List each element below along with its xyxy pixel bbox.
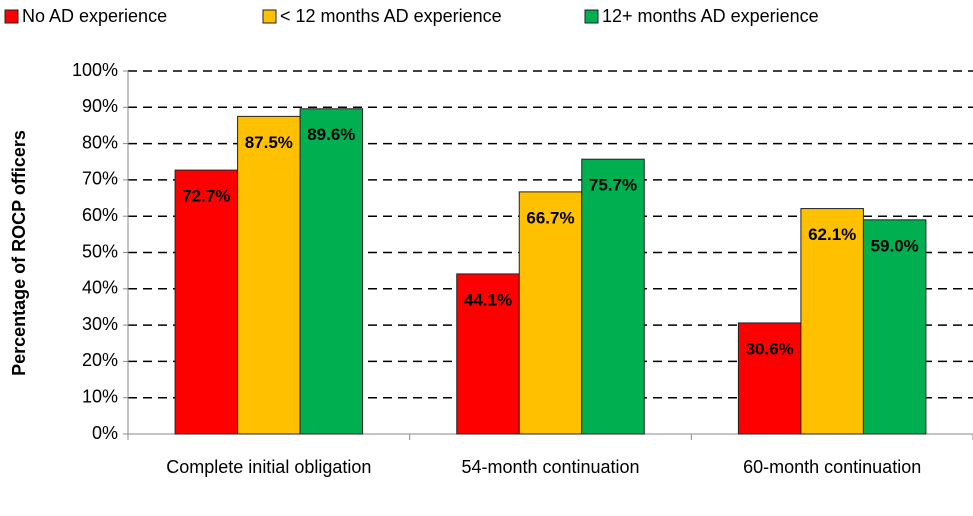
x-tick-label: 54-month continuation xyxy=(461,457,640,477)
data-label: 72.7% xyxy=(182,187,230,206)
y-tick-label: 70% xyxy=(82,169,118,189)
x-tick-label: Complete initial obligation xyxy=(166,457,372,477)
y-tick-label: 50% xyxy=(82,241,118,261)
bar xyxy=(237,115,301,435)
data-label: 30.6% xyxy=(746,339,794,358)
data-label: 89.6% xyxy=(307,125,355,144)
y-tick-label: 10% xyxy=(82,386,118,406)
bar xyxy=(862,219,927,435)
data-label: 75.7% xyxy=(589,176,637,195)
data-label: 62.1% xyxy=(808,225,856,244)
legend-label: No AD experience xyxy=(22,6,167,26)
y-tick-label: 0% xyxy=(92,423,118,443)
y-axis-label: Percentage of ROCP officers xyxy=(9,130,29,376)
data-label: 59.0% xyxy=(871,236,919,255)
legend-label: 12+ months AD experience xyxy=(602,6,819,26)
data-label: 87.5% xyxy=(245,133,293,152)
bar xyxy=(581,158,645,435)
bar xyxy=(299,108,364,435)
y-tick-label: 60% xyxy=(82,205,118,225)
bar xyxy=(174,169,239,435)
y-tick-label: 30% xyxy=(82,314,118,334)
y-tick-label: 40% xyxy=(82,278,118,298)
y-tick-label: 90% xyxy=(82,96,118,116)
bar xyxy=(800,208,864,435)
x-tick-label: 60-month continuation xyxy=(743,457,922,477)
legend-swatch xyxy=(584,9,599,24)
legend-swatch xyxy=(262,9,277,24)
data-label: 44.1% xyxy=(464,290,512,309)
legend-swatch xyxy=(4,9,19,24)
legend-label: < 12 months AD experience xyxy=(280,6,502,26)
bar xyxy=(456,273,520,435)
data-label: 66.7% xyxy=(526,208,574,227)
y-tick-label: 100% xyxy=(72,60,118,80)
y-tick-label: 20% xyxy=(82,350,118,370)
bar xyxy=(518,191,583,435)
y-tick-label: 80% xyxy=(82,132,118,152)
